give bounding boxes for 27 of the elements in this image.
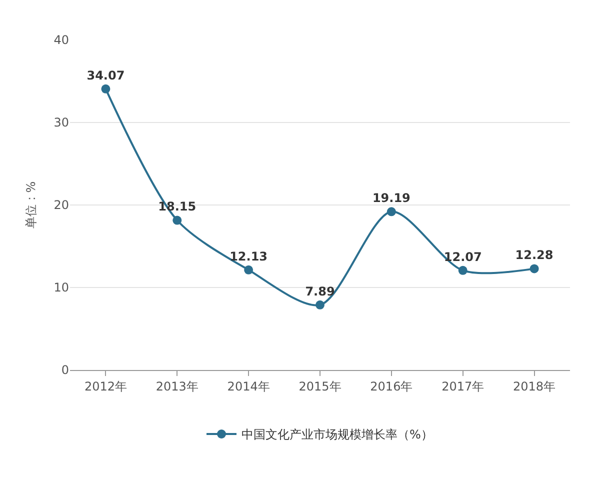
point <box>101 84 110 94</box>
data-label: 12.28 <box>515 248 554 262</box>
data-label: 12.07 <box>444 250 482 264</box>
x-tick-label: 2014年 <box>227 379 270 394</box>
y-tick-label: 10 <box>54 280 69 295</box>
point <box>244 265 254 274</box>
x-tick-label: 2018年 <box>513 379 556 394</box>
point <box>386 207 396 216</box>
y-tick-label: 0 <box>61 363 69 378</box>
y-tick-label: 30 <box>54 116 69 130</box>
data-label: 7.89 <box>305 284 335 298</box>
x-tick-label: 2012年 <box>84 379 127 394</box>
data-label: 19.19 <box>372 191 410 206</box>
point <box>316 300 324 310</box>
y-tick-label: 20 <box>54 198 69 212</box>
point <box>530 264 539 274</box>
point <box>172 216 182 225</box>
y-tick-label: 40 <box>54 33 69 48</box>
data-label: 12.13 <box>230 249 268 264</box>
legend-label: 中国文化产业市场规模增长率（%） <box>242 428 433 442</box>
x-tick-label: 2016年 <box>370 379 413 394</box>
data-label: 34.07 <box>86 68 125 82</box>
x-tick-label: 2017年 <box>442 379 484 394</box>
x-tick-label: 2015年 <box>298 379 342 394</box>
y-axis-title: 单位：% <box>24 181 38 229</box>
x-tick-label: 2013年 <box>156 379 198 394</box>
point <box>458 266 468 275</box>
